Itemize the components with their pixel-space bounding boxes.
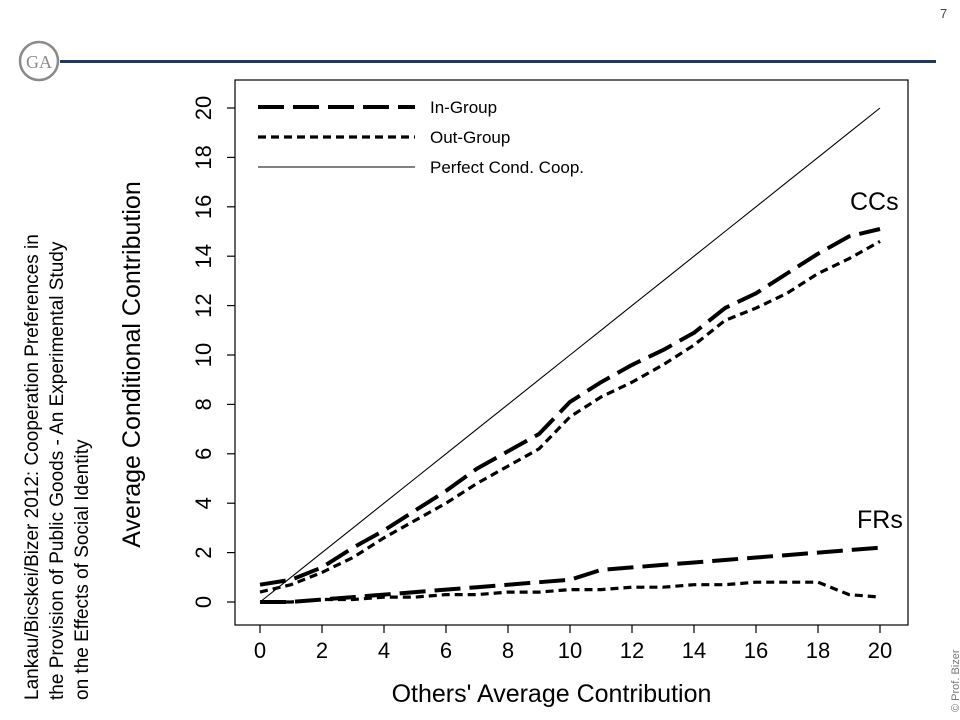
annotation-ccs: CCs [850,188,899,216]
line-chart: 0 2 4 6 8 10 12 14 16 18 20 0 2 4 6 8 10 12 14 16 18 20 Others… [118,79,909,708]
citation-line: on the Effects of Social Identity [72,439,93,700]
page-number: 7 [940,6,948,21]
copyright-notice: © Prof. Bizer [950,649,960,712]
series-line-frs-out-group [260,580,881,604]
annotation-frs: FRs [857,506,903,534]
y-tick-label: 8 [191,398,216,410]
x-tick-label: 18 [806,638,830,663]
x-tick-label: 4 [378,638,390,663]
x-tick-label: 14 [682,638,706,663]
legend-label: Perfect Cond. Coop. [430,158,584,177]
legend-label: Out-Group [430,128,510,147]
y-tick-label: 18 [191,145,216,169]
x-tick-label: 20 [868,638,892,663]
x-tick-label: 0 [254,638,266,663]
y-tick-label: 6 [191,448,216,460]
series-line-frs-in-group [260,545,881,604]
x-tick-label: 10 [558,638,582,663]
institution-logo-icon: GA [18,40,60,82]
y-tick-label: 10 [191,343,216,367]
y-axis-title: Average Conditional Contribution [118,181,146,547]
y-tick-label: 4 [191,497,216,509]
header-rule [60,60,936,63]
citation: Lankau/Bicskei/Bizer 2012: Cooperation P… [20,80,95,700]
y-tick-label: 2 [191,546,216,558]
citation-line: the Provision of Public Goods - An Exper… [47,241,68,700]
x-tick-label: 16 [744,638,768,663]
y-tick-label: 0 [191,596,216,608]
x-tick-label: 2 [316,638,328,663]
x-tick-label: 12 [620,638,644,663]
series-line-perfect-cond-coop- [259,107,881,603]
series-line-ccs-in-group [259,227,881,587]
series-line-ccs-out-group [259,240,881,594]
x-tick-label: 6 [440,638,452,663]
svg-text:GA: GA [26,52,52,72]
plot-frame [234,79,909,626]
citation-line: Lankau/Bicskei/Bizer 2012: Cooperation P… [22,234,43,700]
y-tick-label: 16 [191,195,216,219]
x-tick-label: 8 [502,638,514,663]
legend-label: In-Group [430,98,497,117]
y-tick-label: 20 [191,96,216,120]
y-tick-label: 14 [191,244,216,268]
x-axis-title: Others' Average Contribution [392,680,712,708]
y-tick-label: 12 [191,293,216,317]
